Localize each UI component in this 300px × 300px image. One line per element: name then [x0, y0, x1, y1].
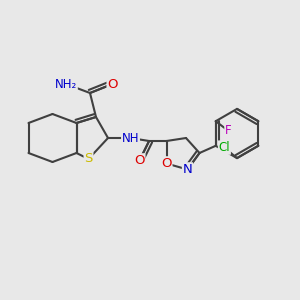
Text: NH₂: NH₂ — [55, 77, 77, 91]
Text: NH: NH — [122, 131, 139, 145]
Text: S: S — [84, 152, 93, 166]
Text: O: O — [107, 77, 118, 91]
Text: N: N — [183, 163, 192, 176]
Text: Cl: Cl — [219, 141, 230, 154]
Text: O: O — [161, 157, 172, 170]
Text: O: O — [134, 154, 145, 167]
Text: F: F — [225, 124, 232, 137]
